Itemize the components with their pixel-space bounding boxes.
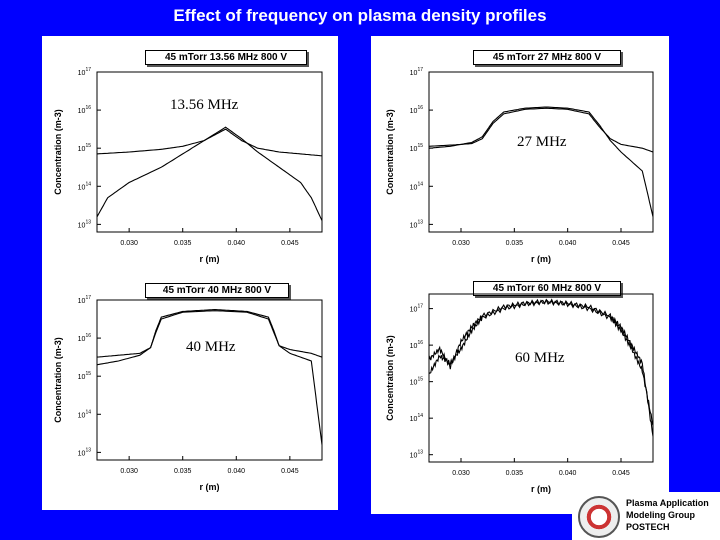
chart-header: 45 mTorr 60 MHz 800 V <box>473 281 621 296</box>
x-axis-label: r (m) <box>200 254 220 264</box>
y-tick-label: 1014 <box>410 413 424 423</box>
chart-plot-13-56mhz: 0.030 0.035 0.040 0.045 1013 1014 1015 1016 1017… <box>53 67 323 264</box>
y-axis-label: Concentration (m-3) <box>53 337 63 423</box>
x-tick-label: 0.040 <box>559 470 577 477</box>
chart-plot-40mhz: 0.030 0.035 0.040 0.045 1013 1014 1015 1016 1017… <box>53 295 323 492</box>
frequency-annotation: 60 MHz <box>515 350 565 366</box>
series-line <box>428 298 654 426</box>
y-tick-label: 1015 <box>78 143 92 153</box>
series-line <box>428 298 654 437</box>
x-tick-label: 0.035 <box>174 468 192 475</box>
frequency-annotation: 40 MHz <box>186 339 236 355</box>
series-line <box>96 310 323 358</box>
y-tick-label: 1014 <box>410 181 424 191</box>
y-axis-label: Concentration (m-3) <box>53 109 63 195</box>
group-name: Plasma Application Modeling Group POSTEC… <box>626 497 709 533</box>
y-tick-label: 1013 <box>410 219 424 229</box>
x-tick-label: 0.040 <box>228 468 246 475</box>
group-name-line: Plasma Application <box>626 498 709 508</box>
university-seal-icon <box>578 496 620 538</box>
group-name-line: Modeling Group <box>626 510 695 520</box>
x-tick-label: 0.040 <box>559 240 577 247</box>
series-line <box>428 106 654 217</box>
y-tick-label: 1017 <box>410 67 424 77</box>
chart-header: 45 mTorr 40 MHz 800 V <box>145 283 289 298</box>
x-axis-label: r (m) <box>531 484 551 494</box>
y-tick-label: 1016 <box>78 105 92 115</box>
y-tick-label: 1015 <box>78 371 92 381</box>
y-tick-label: 1013 <box>78 447 92 457</box>
y-axis-label: Concentration (m-3) <box>385 109 395 195</box>
y-tick-label: 1016 <box>78 333 92 343</box>
y-tick-label: 1015 <box>410 143 424 153</box>
plot-frame <box>96 299 323 461</box>
chart-panel-40mhz: 45 mTorr 40 MHz 800 V 0.030 0.035 0.040 0.0… <box>42 274 338 510</box>
chart-plot-27mhz: 0.030 0.035 0.040 0.045 1013 1014 1015 1016 1017… <box>385 67 654 264</box>
y-tick-label: 1014 <box>78 181 92 191</box>
series-line <box>96 126 323 221</box>
x-tick-label: 0.040 <box>228 240 246 247</box>
group-name-line: POSTECH <box>626 522 670 532</box>
chart-panel-60mhz: 45 mTorr 60 MHz 800 V 0.030 0.035 0.040 0.0… <box>371 276 669 514</box>
y-tick-label: 1016 <box>410 105 424 115</box>
x-tick-label: 0.030 <box>452 240 470 247</box>
series-line <box>96 128 323 218</box>
group-logo-box: Plasma Application Modeling Group POSTEC… <box>572 492 720 540</box>
plot-frame <box>428 293 654 463</box>
x-tick-label: 0.035 <box>174 240 192 247</box>
x-tick-label: 0.045 <box>281 240 299 247</box>
x-tick-label: 0.045 <box>612 240 630 247</box>
y-tick-label: 1013 <box>410 450 424 460</box>
x-tick-label: 0.030 <box>120 240 138 247</box>
x-tick-label: 0.045 <box>612 470 630 477</box>
x-tick-label: 0.045 <box>281 468 299 475</box>
chart-panel-13-56mhz: 45 mTorr 13.56 MHz 800 V 0.030 0.035 0.040… <box>42 36 338 282</box>
chart-header: 45 mTorr 27 MHz 800 V <box>473 50 621 65</box>
y-tick-label: 1017 <box>78 67 92 77</box>
y-tick-label: 1017 <box>410 304 424 314</box>
y-axis-label: Concentration (m-3) <box>385 335 395 421</box>
y-tick-label: 1016 <box>410 340 424 350</box>
x-tick-label: 0.035 <box>506 470 524 477</box>
y-tick-label: 1013 <box>78 219 92 229</box>
series-line <box>96 308 323 445</box>
x-tick-label: 0.030 <box>452 470 470 477</box>
x-tick-label: 0.030 <box>120 468 138 475</box>
x-axis-label: r (m) <box>531 254 551 264</box>
page-title: Effect of frequency on plasma density pr… <box>173 6 547 25</box>
x-axis-label: r (m) <box>200 482 220 492</box>
y-tick-label: 1014 <box>78 409 92 419</box>
y-tick-label: 1015 <box>410 377 424 387</box>
chart-panel-27mhz: 45 mTorr 27 MHz 800 V 0.030 0.035 0.040 0.0… <box>371 36 669 284</box>
chart-header: 45 mTorr 13.56 MHz 800 V <box>145 50 307 65</box>
plot-frame <box>96 71 323 233</box>
x-tick-label: 0.035 <box>506 240 524 247</box>
series-line <box>428 107 654 153</box>
y-tick-label: 1017 <box>78 295 92 305</box>
frequency-annotation: 13.56 MHz <box>170 97 239 113</box>
frequency-annotation: 27 MHz <box>517 134 567 150</box>
plot-frame <box>428 71 654 233</box>
chart-plot-60mhz: 0.030 0.035 0.040 0.045 1013 1014 1015 1016 1017… <box>385 293 654 494</box>
